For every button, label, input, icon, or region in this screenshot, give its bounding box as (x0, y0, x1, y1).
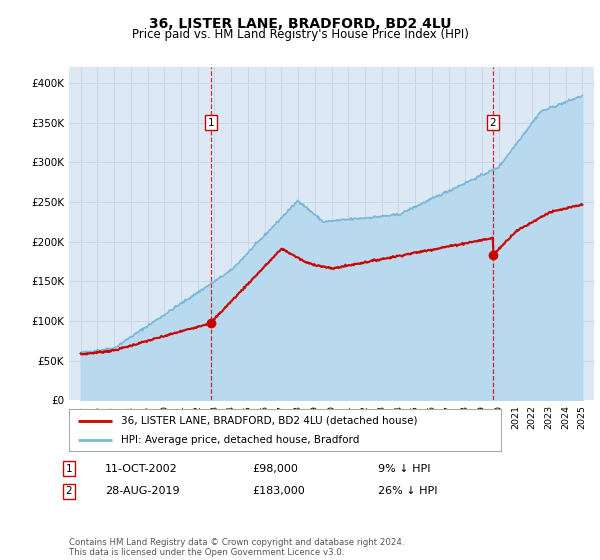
Text: 36, LISTER LANE, BRADFORD, BD2 4LU (detached house): 36, LISTER LANE, BRADFORD, BD2 4LU (deta… (121, 416, 418, 426)
Text: HPI: Average price, detached house, Bradford: HPI: Average price, detached house, Brad… (121, 435, 359, 445)
Text: 1: 1 (208, 118, 214, 128)
Text: £98,000: £98,000 (252, 464, 298, 474)
Text: 1: 1 (65, 464, 73, 474)
Text: 2: 2 (490, 118, 496, 128)
Text: Contains HM Land Registry data © Crown copyright and database right 2024.
This d: Contains HM Land Registry data © Crown c… (69, 538, 404, 557)
Text: 11-OCT-2002: 11-OCT-2002 (105, 464, 178, 474)
Text: £183,000: £183,000 (252, 486, 305, 496)
Text: 9% ↓ HPI: 9% ↓ HPI (378, 464, 431, 474)
Text: 36, LISTER LANE, BRADFORD, BD2 4LU: 36, LISTER LANE, BRADFORD, BD2 4LU (149, 17, 451, 31)
Text: 28-AUG-2019: 28-AUG-2019 (105, 486, 179, 496)
Text: Price paid vs. HM Land Registry's House Price Index (HPI): Price paid vs. HM Land Registry's House … (131, 28, 469, 41)
Text: 2: 2 (65, 486, 73, 496)
Text: 26% ↓ HPI: 26% ↓ HPI (378, 486, 437, 496)
